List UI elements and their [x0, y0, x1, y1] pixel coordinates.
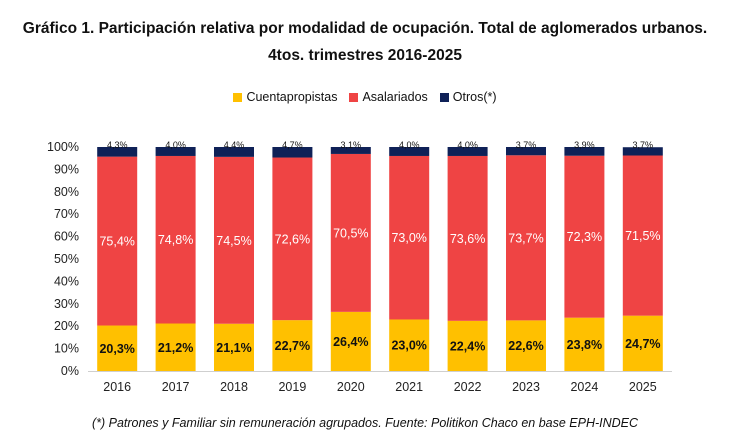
x-tick-label: 2023: [512, 380, 540, 394]
data-label-cuentapropistas: 24,7%: [625, 337, 660, 351]
y-tick-label: 90%: [54, 162, 79, 176]
bar-segment-asalariados: [272, 157, 313, 321]
data-label-otros: 4,0%: [457, 140, 478, 150]
data-label-cuentapropistas: 20,3%: [99, 342, 134, 356]
data-label-asalariados: 73,7%: [508, 231, 543, 245]
bar-segment-otros: [330, 147, 371, 154]
bar-segment-otros: [272, 147, 313, 158]
bar-segment-otros: [564, 147, 605, 156]
data-label-asalariados: 70,5%: [333, 226, 368, 240]
bar-segment-cuentapropistas: [447, 320, 488, 371]
x-tick-label: 2019: [278, 380, 306, 394]
data-label-otros: 4,7%: [282, 140, 303, 150]
x-tick-label: 2024: [570, 380, 598, 394]
y-tick-label: 60%: [54, 230, 79, 244]
y-tick-label: 100%: [47, 140, 79, 154]
chart-legend: Cuentapropistas Asalariados Otros(*): [0, 90, 730, 104]
data-label-otros: 4,0%: [165, 140, 186, 150]
data-label-asalariados: 72,6%: [275, 232, 310, 246]
bar-segment-otros: [389, 147, 430, 156]
data-label-cuentapropistas: 21,1%: [216, 341, 251, 355]
legend-label-cuentapropistas: Cuentapropistas: [246, 90, 338, 104]
data-label-cuentapropistas: 22,4%: [450, 339, 485, 353]
data-label-otros: 3,7%: [516, 140, 537, 150]
data-label-otros: 4,4%: [224, 140, 245, 150]
data-label-otros: 4,0%: [399, 140, 420, 150]
data-label-asalariados: 75,4%: [99, 235, 134, 249]
data-label-cuentapropistas: 26,4%: [333, 335, 368, 349]
y-tick-label: 70%: [54, 207, 79, 221]
data-label-asalariados: 73,0%: [391, 231, 426, 245]
bar-segment-asalariados: [564, 155, 605, 318]
bar-segment-cuentapropistas: [506, 320, 546, 371]
y-tick-label: 40%: [54, 274, 79, 288]
bar-segment-otros: [155, 147, 196, 156]
chart-footnote: (*) Patrones y Familiar sin remuneración…: [91, 416, 639, 430]
x-tick-label: 2025: [629, 380, 657, 394]
x-tick-label: 2021: [395, 380, 423, 394]
bar-segment-cuentapropistas: [272, 320, 313, 371]
bar-segment-asalariados: [214, 156, 254, 324]
chart-title-line1: Gráfico 1. Participación relativa por mo…: [22, 20, 708, 37]
bar-segment-cuentapropistas: [97, 325, 138, 371]
bar-segment-asalariados: [447, 155, 488, 321]
data-label-asalariados: 74,5%: [216, 234, 251, 248]
legend-item-asalariados: Asalariados: [349, 90, 428, 104]
y-tick-label: 0%: [61, 364, 79, 378]
data-label-asalariados: 73,6%: [450, 232, 485, 246]
data-label-otros: 3,1%: [341, 140, 362, 150]
x-tick-label: 2022: [454, 380, 482, 394]
data-label-otros: 4,3%: [107, 140, 128, 150]
legend-label-asalariados: Asalariados: [362, 90, 428, 104]
bar-segment-cuentapropistas: [330, 311, 371, 371]
data-label-asalariados: 71,5%: [625, 229, 660, 243]
data-label-cuentapropistas: 21,2%: [158, 341, 193, 355]
data-label-otros: 3,7%: [633, 140, 654, 150]
bar-segment-asalariados: [506, 155, 546, 321]
data-label-otros: 3,9%: [574, 140, 595, 150]
bar-segment-asalariados: [97, 156, 138, 326]
chart-title-line2: 4tos. trimestres 2016-2025: [268, 47, 462, 64]
bar-segment-cuentapropistas: [564, 317, 605, 371]
data-label-asalariados: 72,3%: [567, 230, 602, 244]
data-label-cuentapropistas: 22,7%: [275, 339, 310, 353]
x-tick-label: 2020: [337, 380, 365, 394]
y-tick-label: 20%: [54, 319, 79, 333]
bar-segment-asalariados: [389, 155, 430, 320]
bar-segment-cuentapropistas: [155, 323, 196, 371]
data-label-cuentapropistas: 23,8%: [567, 338, 602, 352]
legend-item-cuentapropistas: Cuentapropistas: [233, 90, 337, 104]
legend-swatch-asalariados: [349, 92, 359, 102]
legend-swatch-otros: [439, 92, 449, 102]
bar-segment-cuentapropistas: [214, 323, 254, 371]
bar-segment-otros: [97, 147, 138, 157]
data-label-cuentapropistas: 23,0%: [391, 339, 426, 353]
bar-segment-cuentapropistas: [389, 319, 430, 371]
x-tick-label: 2016: [103, 380, 131, 394]
x-tick-label: 2017: [162, 380, 190, 394]
x-tick-label: 2018: [220, 380, 248, 394]
legend-label-otros: Otros(*): [452, 90, 497, 104]
y-tick-label: 80%: [54, 185, 79, 199]
bar-segment-asalariados: [330, 153, 371, 312]
bar-segment-asalariados: [155, 155, 196, 324]
bar-segment-asalariados: [622, 155, 663, 316]
bar-segment-cuentapropistas: [622, 315, 663, 371]
data-label-asalariados: 74,8%: [158, 233, 193, 247]
y-tick-label: 30%: [54, 297, 79, 311]
y-tick-label: 10%: [54, 342, 79, 356]
y-tick-label: 50%: [54, 252, 79, 266]
bar-segment-otros: [214, 147, 254, 157]
legend-swatch-cuentapropistas: [233, 92, 243, 102]
data-label-cuentapropistas: 22,6%: [508, 339, 543, 353]
legend-item-otros: Otros(*): [439, 90, 497, 104]
bar-segment-otros: [506, 147, 546, 156]
bar-segment-otros: [447, 147, 488, 156]
bar-segment-otros: [622, 147, 663, 156]
